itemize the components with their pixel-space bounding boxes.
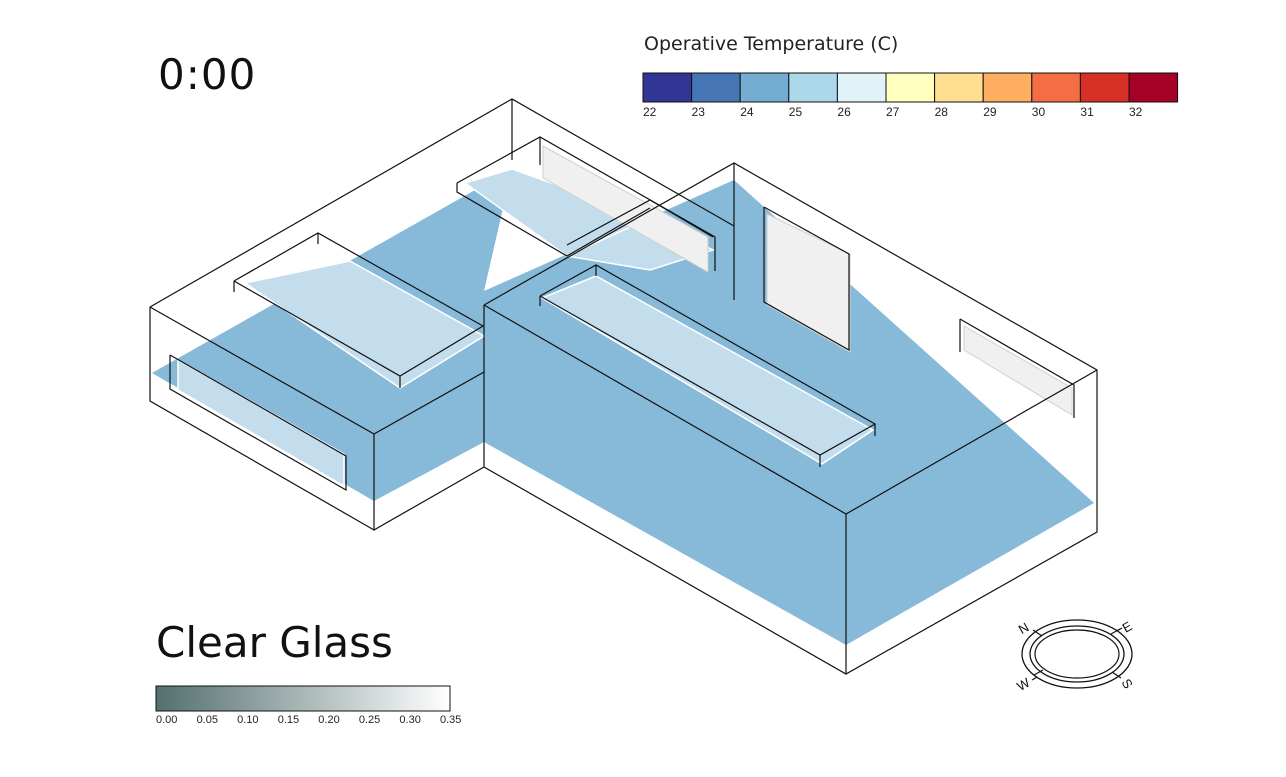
- skylight-east: [540, 275, 875, 465]
- glass-tick-label: 0.05: [197, 714, 218, 726]
- temperature-tick-label: 29: [983, 105, 997, 119]
- glass-tick-label: 0.00: [156, 714, 177, 726]
- temperature-swatch: [982, 72, 1033, 103]
- glass-tick-label: 0.25: [359, 714, 380, 726]
- skylights: [243, 168, 875, 465]
- temperature-swatch: [1079, 72, 1130, 103]
- compass-north-label: N: [1016, 619, 1032, 637]
- window-north-wall: [542, 145, 709, 273]
- compass-south-label: S: [1119, 676, 1136, 691]
- temperature-swatch: [691, 72, 741, 103]
- temperature-tick-label: 25: [789, 105, 803, 119]
- temperature-swatch: [642, 72, 693, 103]
- temperature-tick-label: 27: [886, 105, 900, 119]
- temperature-tick-label: 23: [692, 105, 706, 119]
- window-east-wall-large: [766, 213, 851, 353]
- temperature-tick-label: 24: [740, 105, 754, 119]
- side-windows: [177, 145, 1073, 488]
- temperature-swatch: [934, 72, 984, 103]
- glass-tick-label: 0.30: [399, 714, 420, 726]
- glass-legend: 0.00 0.05 0.10 0.15 0.20 0.25 0.30 0.35: [155, 685, 461, 726]
- glass-tick-label: 0.10: [237, 714, 258, 726]
- temperature-tick-label: 26: [837, 105, 851, 119]
- temperature-legend-title: Operative Temperature (C): [644, 33, 899, 55]
- compass-west-label: W: [1014, 674, 1033, 693]
- temperature-legend: 22 23 24 25 26 27 28 29 30 31 32: [642, 72, 1179, 119]
- temperature-swatch: [1031, 72, 1081, 103]
- temperature-tick-label: 28: [935, 105, 949, 119]
- compass-east-label: E: [1120, 618, 1135, 635]
- glass-tick-label: 0.35: [440, 714, 461, 726]
- temperature-tick-label: 22: [643, 105, 657, 119]
- temperature-swatch: [1128, 72, 1179, 103]
- temperature-swatch: [836, 72, 887, 103]
- glazing-label: Clear Glass: [156, 618, 393, 667]
- temperature-tick-label: 32: [1129, 105, 1143, 119]
- glass-tick-label: 0.15: [278, 714, 299, 726]
- glass-gradient-bar: [155, 685, 451, 712]
- compass-body: N E S W: [1014, 618, 1136, 694]
- temperature-swatch: [885, 72, 936, 103]
- temperature-swatch: [788, 72, 838, 103]
- glass-tick-label: 0.20: [318, 714, 339, 726]
- time-label: 0:00: [158, 50, 257, 99]
- temperature-tick-label: 31: [1080, 105, 1094, 119]
- temperature-tick-label: 30: [1032, 105, 1046, 119]
- window-east-wall-small: [963, 325, 1073, 416]
- building-outline: [149, 98, 1098, 675]
- temperature-swatch: [739, 72, 790, 103]
